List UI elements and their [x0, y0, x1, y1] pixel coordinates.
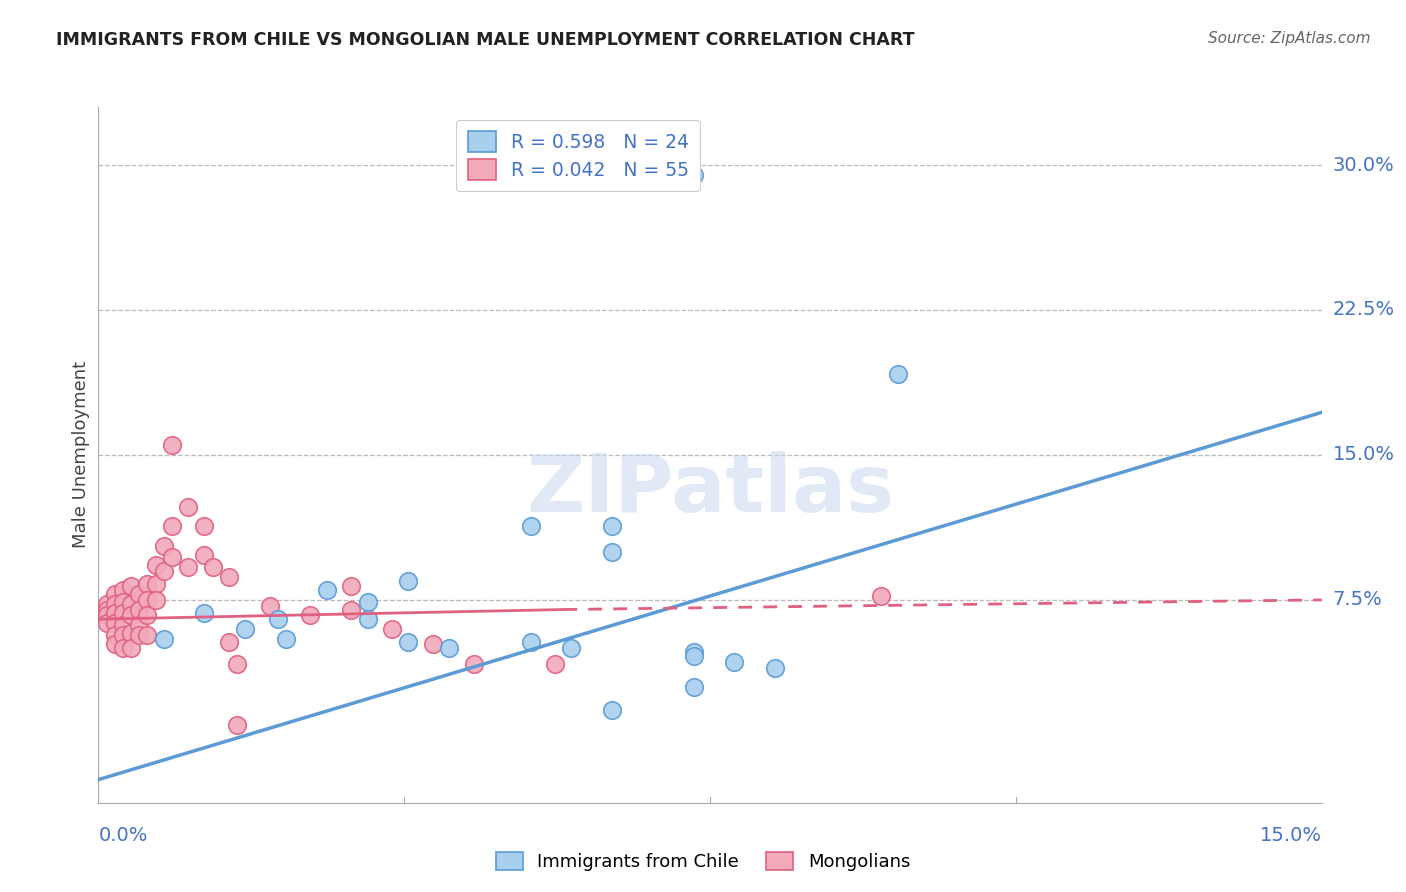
Point [128, 628, 150, 642]
Point [193, 549, 215, 563]
Text: ZIPatlas: ZIPatlas [526, 450, 894, 529]
Point [104, 607, 127, 621]
Point [356, 595, 378, 609]
Point [519, 519, 541, 533]
Point [145, 592, 167, 607]
Point [120, 597, 142, 611]
Point [152, 564, 174, 578]
Point [600, 519, 623, 533]
Point [111, 607, 134, 621]
Point [682, 645, 704, 659]
Point [381, 622, 404, 636]
Point [682, 168, 704, 182]
Point [136, 592, 159, 607]
Point [136, 628, 159, 642]
Point [226, 657, 249, 671]
Text: 15.0%: 15.0% [1260, 826, 1322, 845]
Text: 0.0%: 0.0% [98, 826, 148, 845]
Point [886, 367, 908, 381]
Point [600, 703, 623, 717]
Point [152, 539, 174, 553]
Point [233, 622, 256, 636]
Point [340, 602, 363, 616]
Point [340, 579, 363, 593]
Y-axis label: Male Unemployment: Male Unemployment [72, 361, 90, 549]
Point [104, 597, 127, 611]
Point [136, 608, 159, 623]
Text: Source: ZipAtlas.com: Source: ZipAtlas.com [1208, 31, 1371, 46]
Text: 15.0%: 15.0% [1333, 445, 1395, 465]
Point [136, 577, 159, 591]
Point [267, 612, 290, 626]
Point [160, 550, 183, 565]
Point [259, 599, 281, 613]
Point [104, 628, 127, 642]
Point [111, 628, 134, 642]
Point [682, 680, 704, 694]
Point [437, 641, 460, 656]
Point [682, 648, 704, 663]
Legend: R = 0.598   N = 24, R = 0.042   N = 55: R = 0.598 N = 24, R = 0.042 N = 55 [457, 120, 700, 191]
Point [177, 500, 200, 514]
Text: 22.5%: 22.5% [1333, 301, 1395, 319]
Point [111, 583, 134, 598]
Point [356, 612, 378, 626]
Point [193, 607, 215, 621]
Point [111, 641, 134, 656]
Point [160, 438, 183, 452]
Point [600, 544, 623, 558]
Text: IMMIGRANTS FROM CHILE VS MONGOLIAN MALE UNEMPLOYMENT CORRELATION CHART: IMMIGRANTS FROM CHILE VS MONGOLIAN MALE … [56, 31, 915, 49]
Point [315, 583, 337, 598]
Point [560, 641, 582, 656]
Point [145, 577, 167, 591]
Point [193, 519, 215, 533]
Point [120, 625, 142, 640]
Point [396, 574, 419, 588]
Text: 7.5%: 7.5% [1333, 591, 1382, 609]
Point [723, 655, 745, 669]
Point [128, 587, 150, 601]
Point [104, 637, 127, 651]
Point [120, 641, 142, 656]
Point [218, 570, 240, 584]
Point [145, 558, 167, 573]
Point [128, 618, 150, 632]
Point [519, 635, 541, 649]
Point [96, 602, 118, 616]
Point [96, 597, 118, 611]
Point [870, 589, 893, 603]
Point [226, 718, 249, 732]
Text: 30.0%: 30.0% [1333, 155, 1395, 175]
Point [104, 587, 127, 601]
Point [111, 618, 134, 632]
Point [120, 579, 142, 593]
Point [111, 595, 134, 609]
Point [120, 608, 142, 623]
Point [396, 635, 419, 649]
Point [177, 560, 200, 574]
Point [763, 660, 786, 674]
Point [218, 635, 240, 649]
Legend: Immigrants from Chile, Mongolians: Immigrants from Chile, Mongolians [489, 845, 917, 879]
Point [152, 632, 174, 646]
Point [160, 519, 183, 533]
Point [201, 560, 224, 574]
Point [299, 608, 322, 623]
Point [544, 657, 567, 671]
Point [96, 608, 118, 623]
Point [274, 632, 297, 646]
Point [96, 615, 118, 630]
Point [128, 602, 150, 616]
Point [104, 615, 127, 630]
Point [422, 637, 444, 651]
Point [463, 657, 485, 671]
